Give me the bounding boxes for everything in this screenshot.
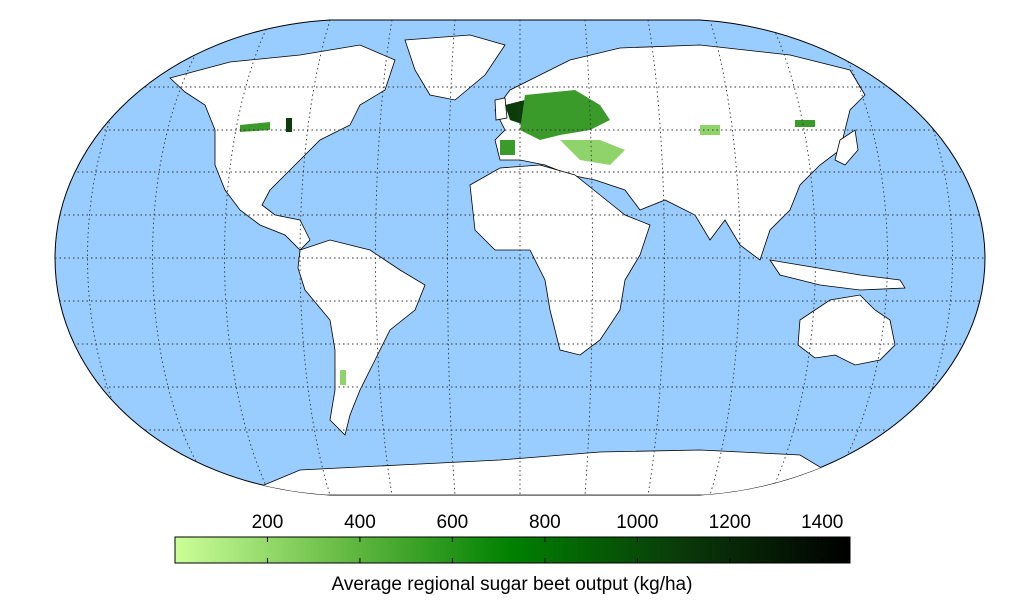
crop-region bbox=[520, 90, 610, 140]
crop-region bbox=[500, 140, 515, 155]
africa bbox=[469, 164, 651, 356]
colorbar-tick-label: 400 bbox=[344, 512, 376, 533]
graticule bbox=[55, 20, 985, 495]
colorbar-tick-label: 1000 bbox=[616, 512, 658, 533]
uk bbox=[494, 97, 508, 121]
crop-region bbox=[795, 120, 815, 127]
greenland bbox=[404, 34, 506, 101]
crop-region bbox=[560, 140, 625, 165]
crop-region bbox=[700, 125, 720, 135]
colorbar: Average regional sugar beet output (kg/h… bbox=[174, 512, 851, 595]
colorbar-label: Average regional sugar beet output (kg/h… bbox=[332, 574, 693, 595]
crop-region bbox=[286, 118, 292, 132]
colorbar-gradient bbox=[174, 536, 851, 564]
colorbar-tick-label: 1200 bbox=[709, 512, 751, 533]
sugar-beet-regions bbox=[240, 90, 815, 385]
north-america bbox=[169, 44, 396, 251]
crop-region bbox=[240, 122, 270, 132]
land-masses bbox=[169, 34, 906, 495]
colorbar-tick-label: 600 bbox=[437, 512, 469, 533]
australia bbox=[797, 294, 896, 366]
colorbar-tick-label: 1400 bbox=[801, 512, 843, 533]
colorbar-tick-label: 200 bbox=[252, 512, 284, 533]
colorbar-tick-label: 800 bbox=[529, 512, 561, 533]
crop-region bbox=[340, 370, 346, 385]
japan bbox=[834, 129, 859, 166]
south-america bbox=[297, 239, 426, 436]
map bbox=[54, 19, 986, 496]
